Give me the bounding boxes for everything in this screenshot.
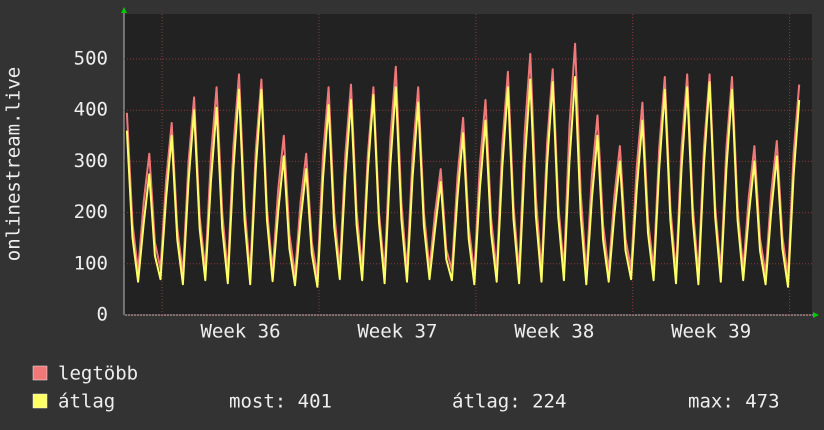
y-tick-label: 100 bbox=[74, 252, 108, 274]
series-line bbox=[125, 76, 801, 288]
legend-stat: most: 401 bbox=[229, 391, 332, 413]
series-line bbox=[125, 42, 801, 278]
x-tick-label: Week 37 bbox=[357, 321, 437, 343]
legend-label: legtöbb bbox=[58, 363, 138, 385]
y-tick-label: 0 bbox=[97, 304, 108, 326]
y-axis-label: onlinestream.live bbox=[3, 67, 25, 261]
y-tick-label: 500 bbox=[74, 48, 108, 70]
x-tick-label: Week 39 bbox=[671, 321, 751, 343]
y-tick-label: 300 bbox=[74, 150, 108, 172]
x-tick-label: Week 36 bbox=[200, 321, 280, 343]
legend-stat: max: 473 bbox=[688, 391, 780, 413]
x-tick-label: Week 38 bbox=[514, 321, 594, 343]
legend-label: átlag bbox=[58, 391, 115, 413]
legend-swatch bbox=[32, 393, 48, 409]
legend-swatch bbox=[32, 365, 48, 381]
y-tick-label: 200 bbox=[74, 201, 108, 223]
y-tick-label: 400 bbox=[74, 99, 108, 121]
axis-arrow bbox=[813, 312, 819, 318]
legend-stat: átlag: 224 bbox=[452, 391, 566, 413]
axis-arrow bbox=[121, 7, 127, 13]
